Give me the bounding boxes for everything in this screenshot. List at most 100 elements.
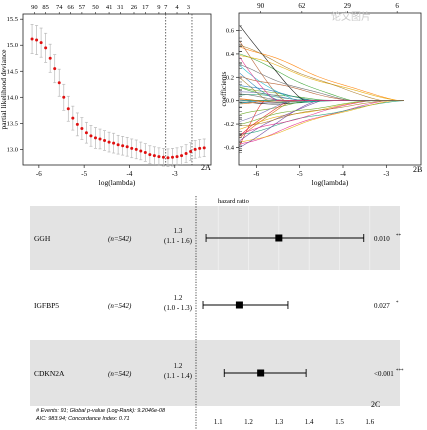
confidence-interval: (1.1 - 1.4)	[164, 372, 193, 380]
y-tick-label: 0.4	[226, 51, 235, 58]
x-tick-label: 1.3	[274, 418, 283, 426]
gene-label: IGFBP5	[34, 301, 59, 310]
coefficient-path	[239, 45, 404, 101]
significance-stars: **	[396, 234, 402, 239]
data-point	[148, 153, 152, 157]
confidence-interval: (1.1 - 1.6)	[164, 237, 193, 245]
top-tick-label: 90	[257, 2, 265, 10]
data-point	[180, 154, 184, 158]
y-tick-label: -0.2	[224, 121, 234, 128]
coefficient-path	[239, 64, 404, 101]
x-tick-label: -5	[297, 170, 303, 178]
data-point	[125, 145, 129, 149]
panel-b-frame	[238, 12, 422, 166]
top-tick-label: 17	[142, 4, 149, 11]
top-tick-label: 90	[31, 4, 38, 11]
y-tick-label: 14.0	[7, 94, 18, 101]
hazard-ratio-value: 1.2	[174, 362, 183, 370]
coefficient-path	[239, 41, 404, 101]
data-point	[103, 139, 107, 143]
top-tick-label: 31	[117, 4, 124, 11]
p-value: 0.027	[374, 302, 390, 310]
data-point	[44, 46, 48, 50]
data-point	[30, 37, 34, 41]
data-point	[184, 152, 188, 156]
panel-a-frame	[22, 13, 212, 166]
top-tick-label: 66	[67, 4, 74, 11]
hazard-ratio-value: 1.3	[174, 227, 183, 235]
panel-b-tag: 2B	[413, 165, 422, 174]
data-point	[84, 131, 88, 135]
top-tick-label: 9	[157, 4, 160, 11]
x-tick-label: -6	[36, 170, 42, 178]
y-tick-label: 14.5	[7, 68, 18, 75]
data-point	[166, 156, 170, 160]
y-axis-label: partial likelihood deviance	[0, 49, 8, 130]
data-point	[35, 38, 39, 42]
data-point	[157, 155, 161, 159]
data-point	[143, 151, 147, 155]
top-tick-label: 85	[42, 4, 49, 11]
row-band	[30, 340, 400, 406]
point-estimate	[257, 369, 265, 377]
data-point	[193, 147, 197, 151]
data-point	[139, 149, 143, 153]
top-tick-label: 26	[131, 4, 138, 11]
y-tick-label: 13.0	[7, 146, 18, 153]
top-tick-label: 74	[56, 4, 63, 11]
hazard-ratio-value: 1.2	[174, 294, 183, 302]
significance-stars: *	[396, 301, 399, 306]
forest-title: hazard ratio	[218, 198, 249, 205]
coefficient-path	[239, 100, 404, 141]
gene-label: GGH	[34, 234, 51, 243]
top-tick-label: 6	[395, 2, 399, 10]
top-tick-label: 4	[175, 4, 179, 11]
x-axis-label: log(lambda)	[99, 178, 136, 187]
top-tick-label: 41	[106, 4, 113, 11]
data-point	[134, 147, 138, 151]
x-tick-label: -3	[383, 170, 389, 178]
x-tick-label: -3	[172, 170, 178, 178]
data-point	[161, 155, 165, 159]
y-tick-label: 0.0	[226, 98, 234, 105]
top-tick-label: 3	[187, 4, 190, 11]
p-value: 0.010	[374, 235, 390, 243]
y-tick-label: 0.6	[226, 28, 235, 35]
confidence-interval: (1.0 - 1.3)	[164, 304, 193, 312]
data-point	[152, 154, 156, 158]
data-point	[121, 144, 125, 148]
point-estimate	[235, 301, 243, 309]
panel-c-forest-plot: GGH (n=542) 1.3 (1.1 - 1.6) 0.010 ** IGFBP5 (n=…	[30, 196, 404, 430]
y-tick-label: 13.5	[7, 120, 18, 127]
x-tick-label: 1.4	[305, 418, 314, 426]
watermark: 论文图片	[331, 10, 371, 23]
y-tick-label: -0.4	[224, 144, 235, 151]
data-point	[53, 67, 57, 71]
panel-a-tag: 2A	[201, 163, 211, 172]
x-tick-label: 1.2	[244, 418, 253, 426]
data-point	[175, 155, 179, 159]
panel-c-tag: 2C	[371, 400, 380, 409]
significance-stars: ***	[396, 369, 404, 374]
x-tick-label: -4	[127, 170, 133, 178]
coefficient-path	[239, 25, 404, 101]
point-estimate	[275, 234, 283, 242]
top-tick-label: 29	[344, 2, 352, 10]
data-point	[39, 41, 43, 45]
data-point	[80, 127, 84, 131]
top-tick-label: 57	[79, 4, 86, 11]
p-value: <0.001	[374, 370, 394, 378]
data-point	[130, 146, 134, 150]
x-tick-label: -5	[81, 170, 87, 178]
sample-size: (n=542)	[108, 302, 132, 310]
x-tick-label: -4	[340, 170, 346, 178]
data-point	[62, 95, 66, 99]
x-axis-label: log(lambda)	[312, 178, 349, 187]
coefficient-path	[239, 100, 404, 126]
top-tick-label: 7	[164, 4, 168, 11]
y-axis-label: coefficients	[219, 72, 228, 107]
data-point	[107, 140, 111, 144]
coefficient-path	[239, 100, 404, 143]
data-point	[98, 137, 102, 141]
